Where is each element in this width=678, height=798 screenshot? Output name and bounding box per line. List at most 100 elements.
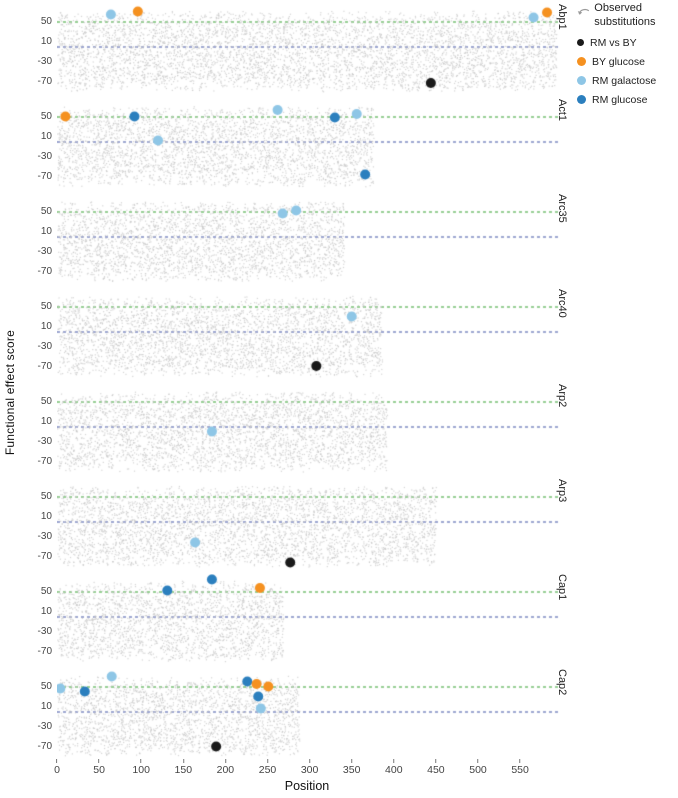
x-tick-label: 200 bbox=[216, 764, 235, 776]
gene-label: Abp1 bbox=[556, 4, 568, 30]
x-tick-label: 150 bbox=[174, 764, 193, 776]
x-tick-mark bbox=[477, 759, 479, 763]
y-tick-label: -30 bbox=[37, 55, 52, 67]
gene-label: Arp2 bbox=[556, 384, 568, 408]
x-tick-label: 0 bbox=[54, 764, 60, 776]
x-tick-mark bbox=[56, 759, 58, 763]
x-tick-mark bbox=[351, 759, 353, 763]
y-tick-label: -30 bbox=[37, 625, 52, 637]
x-tick: 400 bbox=[385, 759, 403, 776]
y-tick-label: -70 bbox=[37, 360, 52, 372]
legend-item-label: RM glucose bbox=[592, 93, 648, 106]
x-tick-mark bbox=[309, 759, 311, 763]
legend-dot-icon bbox=[577, 76, 586, 85]
panel-act1: 50 10 -30 -70 Act1 bbox=[0, 99, 678, 189]
x-tick-label: 550 bbox=[511, 764, 529, 776]
scatter-canvas-act1 bbox=[57, 99, 559, 189]
x-tick: 250 bbox=[258, 759, 277, 776]
panels-container: 50 10 -30 -70 Abp1 50 10 -30 -70 Act1 50 10 -30 -70 Ar… bbox=[0, 4, 678, 764]
y-tick-label: -30 bbox=[37, 340, 52, 352]
x-tick-label: 400 bbox=[385, 764, 403, 776]
legend-title: Observed substitutions bbox=[594, 2, 656, 28]
x-tick-mark bbox=[98, 759, 100, 763]
y-tick-label: 50 bbox=[40, 395, 52, 407]
x-axis-title: Position bbox=[284, 779, 330, 793]
x-tick: 50 bbox=[93, 759, 105, 776]
y-tick-label: 50 bbox=[40, 300, 52, 312]
x-tick-mark bbox=[267, 759, 268, 763]
legend: Observed substitutions RM vs BY BY glucos… bbox=[577, 2, 677, 106]
y-tick-label: 50 bbox=[40, 585, 52, 597]
gene-label: Arp3 bbox=[556, 479, 568, 503]
y-tick-label: -70 bbox=[37, 170, 52, 182]
legend-item: RM glucose bbox=[577, 94, 677, 106]
y-tick-label: 10 bbox=[40, 35, 52, 47]
scatter-canvas-arp2 bbox=[57, 384, 559, 474]
x-tick-mark bbox=[519, 759, 521, 763]
scatter-canvas-abp1 bbox=[57, 4, 559, 94]
y-tick-label: -30 bbox=[37, 435, 52, 447]
x-tick: 550 bbox=[511, 759, 529, 776]
x-tick-label: 300 bbox=[300, 764, 319, 776]
gene-label: Arc40 bbox=[556, 289, 568, 318]
panel-arp3: 50 10 -30 -70 Arp3 bbox=[0, 479, 678, 569]
y-tick-label: 10 bbox=[40, 130, 52, 142]
y-tick-label: -70 bbox=[37, 550, 52, 562]
panel-arc40: 50 10 -30 -70 Arc40 bbox=[0, 289, 678, 379]
y-tick-label: -70 bbox=[37, 75, 52, 87]
legend-item: BY glucose bbox=[577, 56, 677, 68]
panel-arp2: 50 10 -30 -70 Arp2 bbox=[0, 384, 678, 474]
y-tick-label: 50 bbox=[40, 110, 52, 122]
y-tick-label: 10 bbox=[40, 700, 52, 712]
x-axis: 0 50 100 150 200 250 300 350 400 450 500 550 bbox=[0, 759, 678, 777]
gene-label: Cap2 bbox=[556, 669, 568, 696]
x-tick-mark bbox=[182, 759, 184, 763]
x-tick: 200 bbox=[216, 759, 235, 776]
x-tick-mark bbox=[435, 759, 437, 763]
scatter-canvas-cap2 bbox=[57, 669, 559, 759]
y-tick-label: -30 bbox=[37, 150, 52, 162]
y-tick-label: -30 bbox=[37, 530, 52, 542]
legend-dot-icon bbox=[577, 57, 586, 66]
y-tick-label: 10 bbox=[40, 510, 52, 522]
x-tick-label: 250 bbox=[258, 764, 277, 776]
scatter-canvas-arp3 bbox=[57, 479, 559, 569]
gene-label: Arc35 bbox=[556, 194, 568, 223]
scatter-canvas-arc40 bbox=[57, 289, 559, 379]
x-tick: 350 bbox=[342, 759, 361, 776]
y-tick-label: -70 bbox=[37, 265, 52, 277]
y-tick-label: -70 bbox=[37, 455, 52, 467]
curved-arrow-icon bbox=[577, 8, 590, 15]
y-tick-label: 10 bbox=[40, 225, 52, 237]
panel-cap2: 50 10 -30 -70 Cap2 bbox=[0, 669, 678, 759]
gene-label: Act1 bbox=[556, 99, 568, 122]
x-tick-label: 100 bbox=[132, 764, 150, 776]
panel-cap1: 50 10 -30 -70 Cap1 bbox=[0, 574, 678, 664]
y-tick-label: -70 bbox=[37, 645, 52, 657]
scatter-canvas-arc35 bbox=[57, 194, 559, 284]
legend-item: RM vs BY bbox=[577, 37, 677, 49]
x-tick: 0 bbox=[54, 759, 60, 776]
legend-dot-icon bbox=[577, 39, 584, 46]
y-tick-label: 10 bbox=[40, 605, 52, 617]
x-tick-mark bbox=[224, 759, 226, 763]
panel-abp1: 50 10 -30 -70 Abp1 bbox=[0, 4, 678, 94]
scatter-canvas-cap1 bbox=[57, 574, 559, 664]
y-tick-label: 50 bbox=[40, 680, 52, 692]
legend-item: RM galactose bbox=[577, 75, 677, 87]
x-tick-label: 350 bbox=[342, 764, 361, 776]
y-tick-label: -30 bbox=[37, 720, 52, 732]
legend-items: RM vs BY BY glucose RM galactose RM glucose bbox=[577, 37, 677, 106]
x-tick-mark bbox=[393, 759, 395, 763]
legend-title-row: Observed substitutions bbox=[577, 2, 677, 30]
x-tick-label: 500 bbox=[469, 764, 487, 776]
x-tick: 100 bbox=[132, 759, 150, 776]
legend-item-label: BY glucose bbox=[592, 55, 645, 68]
x-tick: 150 bbox=[174, 759, 193, 776]
legend-item-label: RM vs BY bbox=[590, 36, 637, 49]
x-tick: 500 bbox=[469, 759, 487, 776]
y-tick-label: 10 bbox=[40, 320, 52, 332]
legend-dot-icon bbox=[577, 95, 586, 104]
y-tick-label: 50 bbox=[40, 15, 52, 27]
y-tick-label: 10 bbox=[40, 415, 52, 427]
